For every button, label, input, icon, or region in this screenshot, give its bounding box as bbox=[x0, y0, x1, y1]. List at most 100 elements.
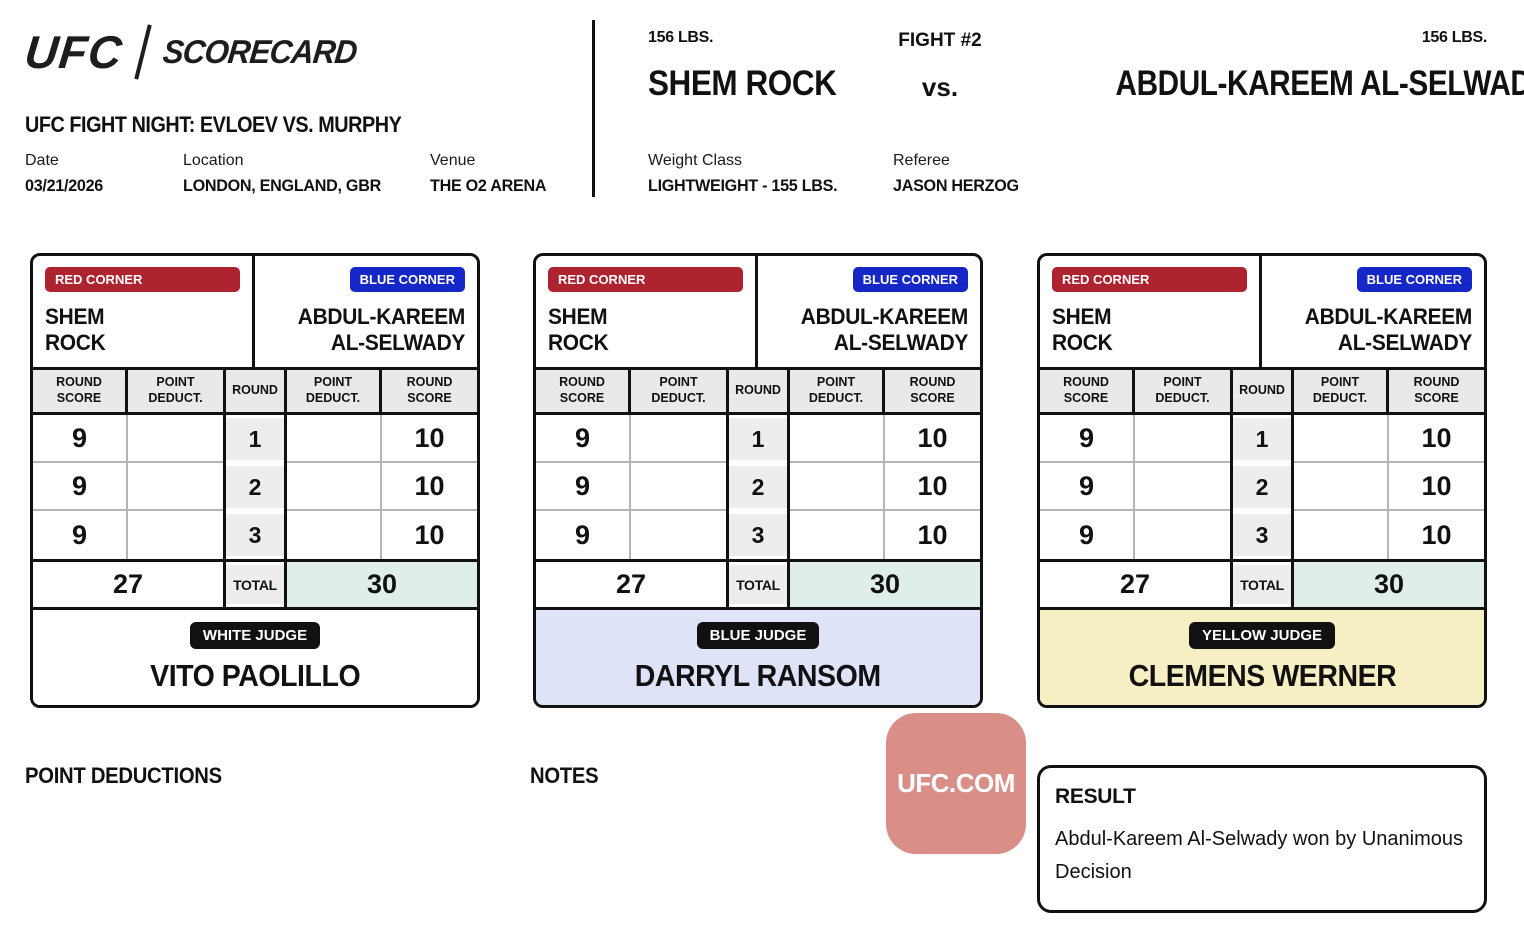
blue-fighter-name: ABDUL-KAREEM AL-SELWADY bbox=[297, 304, 466, 355]
blue-round-score: 10 bbox=[1421, 519, 1452, 550]
blue-round-score: 10 bbox=[885, 463, 980, 511]
round-row: 9 1 10 bbox=[33, 415, 477, 463]
red-total-score: 27 bbox=[615, 569, 647, 599]
blue-point-deduct bbox=[790, 511, 885, 559]
event-venue: Venue THE O2 ARENA bbox=[430, 152, 552, 196]
blue-point-deduct bbox=[287, 463, 382, 511]
red-round-score: 9 bbox=[536, 511, 631, 559]
red-round-score: 9 bbox=[536, 463, 631, 511]
round-number-cell: 3 bbox=[223, 511, 287, 559]
blue-fighter-name: ABDUL-KAREEM AL-SELWADY bbox=[800, 304, 969, 355]
logo-slash-icon bbox=[133, 24, 152, 80]
round-row: 9 2 10 bbox=[1040, 463, 1484, 511]
blue-fighter-name: ABDUL-KAREEM AL-SELWADY bbox=[1115, 64, 1524, 103]
judge-name: DARRYL RANSOM bbox=[635, 657, 881, 693]
point-deduct-header: POINT DEDUCT. bbox=[631, 370, 726, 412]
referee: Referee JASON HERZOG bbox=[893, 152, 1025, 196]
venue-value: THE O2 ARENA bbox=[430, 176, 547, 195]
total-row: 27 TOTAL 30 bbox=[1040, 559, 1484, 607]
result-box: RESULT Abdul-Kareem Al-Selwady won by Un… bbox=[1037, 765, 1487, 913]
blue-point-deduct bbox=[1294, 415, 1389, 463]
weight-class-value: LIGHTWEIGHT - 155 LBS. bbox=[648, 176, 838, 195]
fighters-header: RED CORNER SHEM ROCK BLUE CORNER ABDUL-K… bbox=[33, 256, 477, 370]
round-score-header: ROUND SCORE bbox=[33, 370, 128, 412]
point-deduct-header: POINT DEDUCT. bbox=[790, 370, 885, 412]
judge-name: VITO PAOLILLO bbox=[149, 657, 361, 693]
column-headers: ROUND SCORE POINT DEDUCT. ROUND POINT DE… bbox=[1040, 370, 1484, 415]
blue-corner-cell: BLUE CORNER ABDUL-KAREEM AL-SELWADY bbox=[1262, 256, 1484, 367]
result-text: Abdul-Kareem Al-Selwady won by Unanimous… bbox=[1055, 828, 1463, 883]
round-header: ROUND bbox=[1230, 370, 1294, 412]
judge-color-badge: BLUE JUDGE bbox=[696, 621, 820, 649]
red-fighter-name: SHEM ROCK bbox=[45, 304, 106, 355]
red-round-score: 9 bbox=[33, 511, 128, 559]
blue-point-deduct bbox=[790, 463, 885, 511]
scorecard-blue-judge: RED CORNER SHEM ROCK BLUE CORNER ABDUL-K… bbox=[533, 253, 983, 708]
red-fighter-name: SHEM ROCK bbox=[648, 64, 837, 103]
red-fighter-name: SHEM ROCK bbox=[1052, 304, 1113, 355]
scorecard-yellow-judge: RED CORNER SHEM ROCK BLUE CORNER ABDUL-K… bbox=[1037, 253, 1487, 708]
weight-class: Weight Class LIGHTWEIGHT - 155 LBS. bbox=[648, 152, 847, 196]
location-value: LONDON, ENGLAND, GBR bbox=[183, 176, 381, 195]
blue-round-score: 10 bbox=[885, 415, 980, 463]
round-row: 9 3 10 bbox=[1040, 511, 1484, 559]
round-row: 9 2 10 bbox=[33, 463, 477, 511]
blue-point-deduct bbox=[287, 415, 382, 463]
blue-total-score: 30 bbox=[790, 562, 980, 607]
red-corner-badge: RED CORNER bbox=[1052, 267, 1247, 292]
blue-fighter-name: ABDUL-KAREEM AL-SELWADY bbox=[1304, 304, 1473, 355]
result-label: RESULT bbox=[1055, 785, 1136, 808]
red-point-deduct bbox=[1135, 463, 1230, 511]
red-round-score: 9 bbox=[1040, 511, 1135, 559]
blue-point-deduct bbox=[1294, 463, 1389, 511]
round-number-cell: 2 bbox=[726, 463, 790, 511]
round-score-header: ROUND SCORE bbox=[1040, 370, 1135, 412]
header-divider bbox=[592, 20, 595, 197]
red-point-deduct bbox=[128, 415, 223, 463]
location-label: Location bbox=[183, 152, 244, 169]
red-point-deduct bbox=[128, 463, 223, 511]
blue-corner-badge: BLUE CORNER bbox=[349, 267, 465, 292]
fight-number: FIGHT #2 bbox=[898, 30, 982, 51]
blue-round-score: 10 bbox=[917, 519, 948, 550]
referee-value: JASON HERZOG bbox=[893, 176, 1019, 195]
fighters-header: RED CORNER SHEM ROCK BLUE CORNER ABDUL-K… bbox=[536, 256, 980, 370]
red-round-score: 9 bbox=[1040, 463, 1135, 511]
scorecard-white-judge: RED CORNER SHEM ROCK BLUE CORNER ABDUL-K… bbox=[30, 253, 480, 708]
blue-round-score: 10 bbox=[414, 519, 445, 550]
blue-total-score: 30 bbox=[1294, 562, 1484, 607]
red-round-score: 9 bbox=[536, 415, 631, 463]
red-round-score: 9 bbox=[33, 463, 128, 511]
judge-color-badge: YELLOW JUDGE bbox=[1188, 621, 1335, 649]
round-row: 9 1 10 bbox=[536, 415, 980, 463]
red-fighter-weight: 156 LBS. bbox=[648, 29, 714, 46]
blue-fighter-weight: 156 LBS. bbox=[1421, 29, 1487, 46]
date-label: Date bbox=[25, 152, 59, 169]
round-header: ROUND bbox=[223, 370, 287, 412]
red-round-score: 9 bbox=[33, 415, 128, 463]
blue-round-score: 10 bbox=[1389, 463, 1484, 511]
red-corner-badge: RED CORNER bbox=[45, 267, 240, 292]
ufc-com-wordmark: UFC.COM bbox=[897, 768, 1015, 798]
blue-round-score: 10 bbox=[382, 415, 477, 463]
round-score-header: ROUND SCORE bbox=[885, 370, 980, 412]
column-headers: ROUND SCORE POINT DEDUCT. ROUND POINT DE… bbox=[536, 370, 980, 415]
round-row: 9 3 10 bbox=[33, 511, 477, 559]
total-label-cell: TOTAL bbox=[223, 562, 287, 607]
blue-round-score: 10 bbox=[1389, 415, 1484, 463]
red-point-deduct bbox=[1135, 415, 1230, 463]
event-date: Date 03/21/2026 bbox=[25, 152, 107, 196]
ufc-logo-icon: UFC bbox=[22, 26, 126, 78]
point-deduct-header: POINT DEDUCT. bbox=[1294, 370, 1389, 412]
weight-class-label: Weight Class bbox=[648, 152, 742, 169]
judge-section: BLUE JUDGE DARRYL RANSOM bbox=[536, 607, 980, 705]
round-number-cell: 1 bbox=[726, 415, 790, 463]
total-label-cell: TOTAL bbox=[726, 562, 790, 607]
total-label-cell: TOTAL bbox=[1230, 562, 1294, 607]
blue-round-score: 10 bbox=[382, 463, 477, 511]
point-deductions-label: POINT DEDUCTIONS bbox=[25, 763, 222, 788]
total-row: 27 TOTAL 30 bbox=[33, 559, 477, 607]
round-number-cell: 2 bbox=[223, 463, 287, 511]
round-score-header: ROUND SCORE bbox=[1389, 370, 1484, 412]
event-location: Location LONDON, ENGLAND, GBR bbox=[183, 152, 391, 196]
